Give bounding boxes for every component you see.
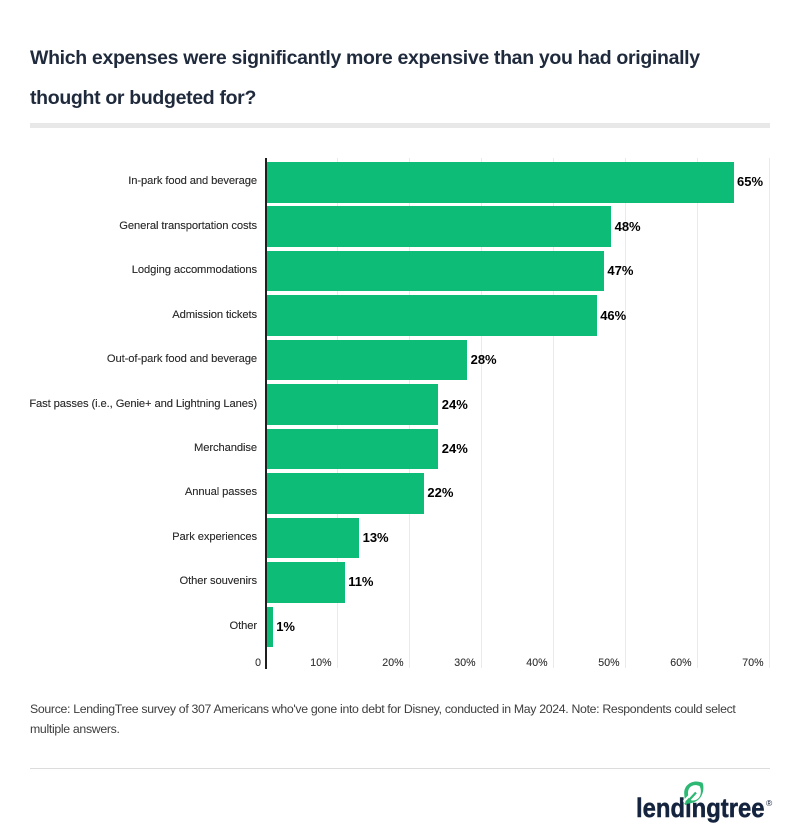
svg-text:®: ® — [766, 798, 773, 808]
svg-text:lendıngtree: lendıngtree — [636, 793, 765, 823]
